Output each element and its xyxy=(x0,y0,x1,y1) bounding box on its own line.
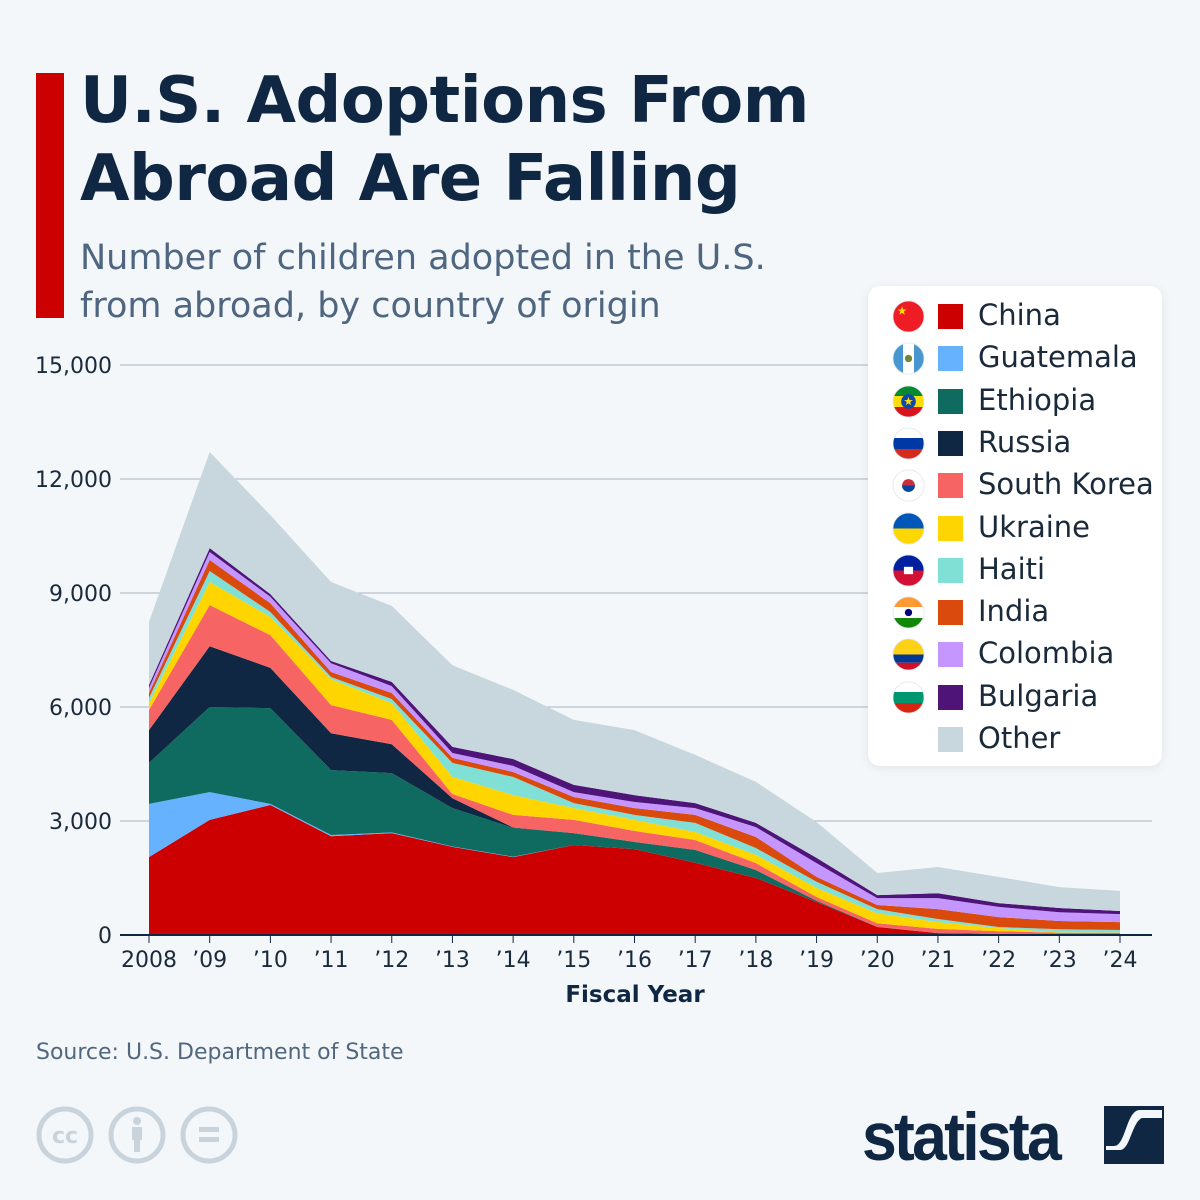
x-tick-label: ’10 xyxy=(253,948,288,973)
legend-swatch xyxy=(938,727,963,752)
area-ethiopia xyxy=(149,707,1120,935)
legend-item-bulgaria[interactable]: Bulgaria xyxy=(868,677,1162,719)
legend-swatch xyxy=(938,642,963,668)
x-tick-label: ’16 xyxy=(617,948,652,973)
legend-swatch xyxy=(938,388,963,414)
legend-label: India xyxy=(978,594,1050,629)
x-tick-label: ’23 xyxy=(1042,948,1077,973)
x-tick-label: ’11 xyxy=(314,948,349,973)
x-tick-label: ’13 xyxy=(435,948,470,973)
x-tick-label: ’19 xyxy=(799,948,834,973)
x-tick-label: 2008 xyxy=(121,948,177,973)
x-tick-label: ’12 xyxy=(374,948,409,973)
area-other xyxy=(149,452,1120,912)
x-tick-label: ’09 xyxy=(192,948,227,973)
x-tick-label: ’18 xyxy=(738,948,773,973)
x-tick-label: ’17 xyxy=(678,948,713,973)
guatemala-flag-icon xyxy=(892,342,925,375)
legend-swatch xyxy=(938,473,963,499)
russia-flag-icon xyxy=(892,427,925,460)
x-tick-label: ’15 xyxy=(556,948,591,973)
statista-logo-mark-icon xyxy=(1104,1106,1164,1164)
x-tick-label: ’24 xyxy=(1103,948,1138,973)
legend-label: South Korea xyxy=(978,467,1154,502)
legend-label: Guatemala xyxy=(978,340,1138,375)
accent-bar xyxy=(36,73,64,318)
x-tick-label: ’22 xyxy=(981,948,1016,973)
y-tick-label: 9,000 xyxy=(49,582,112,607)
y-tick-label: 0 xyxy=(98,924,112,949)
legend-item-china[interactable]: China xyxy=(868,296,1162,338)
area-china xyxy=(149,805,1120,935)
chart-title: U.S. Adoptions From Abroad Are Falling xyxy=(80,64,809,216)
legend-swatch xyxy=(938,684,963,710)
y-tick-label: 15,000 xyxy=(35,354,112,379)
legend-label: Ethiopia xyxy=(978,382,1097,417)
legend-swatch xyxy=(938,600,963,626)
legend-item-ethiopia[interactable]: Ethiopia xyxy=(868,381,1162,423)
legend-label: Russia xyxy=(978,424,1072,459)
legend-item-guatemala[interactable]: Guatemala xyxy=(868,338,1162,380)
legend-item-india[interactable]: India xyxy=(868,592,1162,634)
statista-logo[interactable]: statista xyxy=(862,1099,1062,1175)
source-note: Source: U.S. Department of State xyxy=(36,1040,404,1065)
x-axis-title: Fiscal Year xyxy=(565,982,705,1008)
legend-label: Ukraine xyxy=(978,509,1090,544)
legend: China Guatemala Ethiopia Russia South Korea U… xyxy=(868,286,1162,766)
area-south-korea xyxy=(149,605,1120,935)
legend-swatch xyxy=(938,430,963,456)
legend-swatch xyxy=(938,557,963,583)
legend-item-haiti[interactable]: Haiti xyxy=(868,550,1162,592)
cc-icon[interactable]: cc xyxy=(36,1106,94,1164)
legend-swatch xyxy=(938,515,963,541)
legend-swatch xyxy=(938,346,963,372)
south-korea-flag-icon xyxy=(892,469,925,502)
x-tick-label: ’21 xyxy=(920,948,955,973)
legend-label: Bulgaria xyxy=(978,678,1099,713)
area-guatemala xyxy=(149,792,1120,935)
attribution-icon[interactable] xyxy=(108,1106,166,1164)
x-tick-label: ’14 xyxy=(496,948,531,973)
legend-item-other[interactable]: Other xyxy=(868,719,1162,761)
legend-label: Haiti xyxy=(978,551,1046,586)
svg-text:cc: cc xyxy=(52,1124,78,1149)
y-tick-label: 12,000 xyxy=(35,468,112,493)
india-flag-icon xyxy=(892,596,925,629)
colombia-flag-icon xyxy=(892,638,925,671)
legend-item-south-korea[interactable]: South Korea xyxy=(868,465,1162,507)
y-tick-label: 3,000 xyxy=(49,810,112,835)
ethiopia-flag-icon xyxy=(892,385,925,418)
bulgaria-flag-icon xyxy=(892,681,925,714)
legend-item-russia[interactable]: Russia xyxy=(868,423,1162,465)
legend-swatch xyxy=(938,304,963,329)
legend-label: China xyxy=(978,298,1061,332)
area-russia xyxy=(149,646,1120,935)
legend-item-colombia[interactable]: Colombia xyxy=(868,634,1162,676)
haiti-flag-icon xyxy=(892,554,925,587)
legend-label: Colombia xyxy=(978,636,1115,671)
ukraine-flag-icon xyxy=(892,511,925,545)
legend-label: Other xyxy=(978,721,1061,755)
legend-item-ukraine[interactable]: Ukraine xyxy=(868,508,1162,550)
chart-subtitle: Number of children adopted in the U.S. f… xyxy=(80,238,766,326)
x-tick-label: ’20 xyxy=(860,948,895,973)
area-ukraine xyxy=(149,581,1120,933)
china-flag-icon xyxy=(892,300,925,333)
no-derivatives-icon[interactable] xyxy=(180,1106,238,1164)
y-tick-label: 6,000 xyxy=(49,696,112,721)
